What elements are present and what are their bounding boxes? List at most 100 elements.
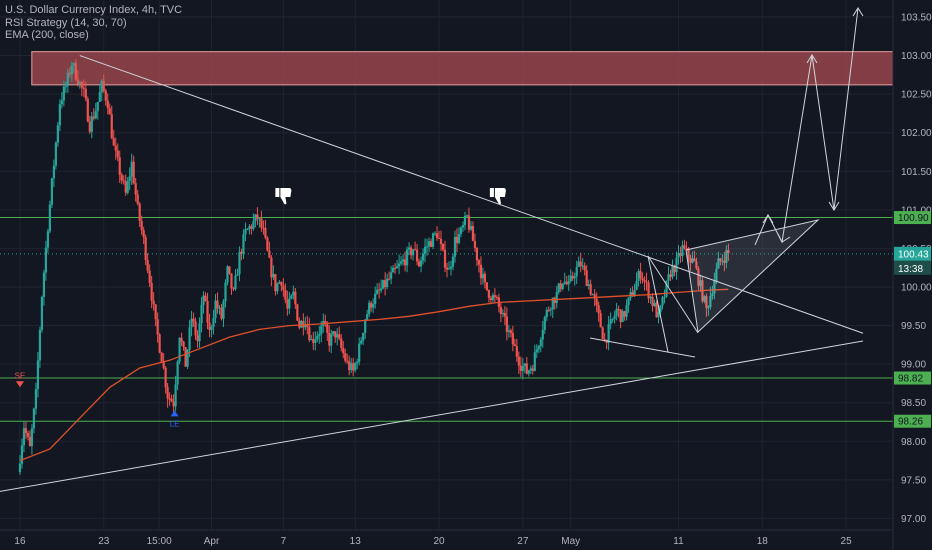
x-tick-label: 27 xyxy=(517,536,529,547)
y-tick-label: 103.50 xyxy=(901,12,932,23)
candle-body xyxy=(336,334,339,338)
candle-body xyxy=(637,271,640,281)
candle-body xyxy=(609,319,612,325)
candle-body xyxy=(415,249,419,262)
candle-body xyxy=(561,283,564,290)
level-price-tag xyxy=(894,414,931,428)
x-tick-label: 11 xyxy=(673,536,684,547)
x-tick-label: 7 xyxy=(281,536,287,547)
candle-body xyxy=(587,284,590,287)
candle-body xyxy=(218,307,221,309)
candle-body xyxy=(262,227,265,229)
candle-body xyxy=(340,338,343,348)
candle-body xyxy=(386,278,389,288)
candle-body xyxy=(272,274,275,278)
arrow-head xyxy=(777,233,791,243)
candle-body xyxy=(429,241,433,247)
candle-body xyxy=(50,178,53,205)
y-tick-label: 98.00 xyxy=(901,437,926,448)
candle-body xyxy=(224,282,227,302)
candle-body xyxy=(36,360,40,390)
candle-body xyxy=(545,309,548,318)
candle-body xyxy=(443,249,447,268)
symbol-title[interactable]: U.S. Dollar Currency Index, 4h, TVC xyxy=(5,4,183,16)
candle-body xyxy=(334,331,337,338)
time-scale xyxy=(0,530,932,550)
candle-body xyxy=(727,250,730,254)
candle-body xyxy=(390,272,393,279)
candle-body xyxy=(583,265,586,271)
candle-body xyxy=(88,121,91,132)
level-price-label: 100.90 xyxy=(898,213,929,224)
current-price-tag xyxy=(894,246,931,261)
candle-body xyxy=(62,86,65,101)
candle-body xyxy=(372,304,375,308)
candle-body xyxy=(447,268,451,270)
candle-body xyxy=(615,308,618,316)
candle-body xyxy=(98,92,101,102)
candle-body xyxy=(619,309,622,323)
candle-body xyxy=(258,218,261,220)
candle-body xyxy=(260,218,263,228)
candle-body xyxy=(298,320,301,328)
candle-body xyxy=(154,304,157,320)
candle-body xyxy=(457,233,461,243)
candle-body xyxy=(138,203,141,221)
candle-body xyxy=(549,309,552,311)
ema-label[interactable]: EMA (200, close) xyxy=(5,29,89,41)
candle-body xyxy=(92,116,95,119)
countdown-label: 13:38 xyxy=(898,264,923,275)
candle-body xyxy=(294,291,297,305)
candle-body xyxy=(507,330,510,332)
candle-body xyxy=(82,87,85,89)
rsi-strategy-label[interactable]: RSI Strategy (14, 30, 70) xyxy=(5,16,127,29)
candle-body xyxy=(46,231,49,248)
arrow-head xyxy=(762,214,774,224)
candle-body xyxy=(200,304,203,324)
candle-body xyxy=(60,100,63,105)
candle-body xyxy=(723,260,726,263)
candle-body xyxy=(242,234,245,254)
candle-body xyxy=(68,72,71,75)
candle-body xyxy=(308,326,311,341)
candle-body xyxy=(671,265,674,277)
candle-body xyxy=(699,280,702,286)
candle-body xyxy=(106,100,109,109)
candle-body xyxy=(715,268,718,282)
candle-body xyxy=(128,176,131,181)
candle-body xyxy=(22,428,26,446)
candle-body xyxy=(645,281,648,283)
wedge-drawing xyxy=(589,337,696,358)
candle-body xyxy=(585,270,588,287)
candle-body xyxy=(368,302,371,315)
candle-body xyxy=(501,312,504,314)
candle-body xyxy=(491,295,494,300)
candle-body xyxy=(621,311,624,323)
candle-body xyxy=(192,318,195,322)
candle-body xyxy=(709,295,712,308)
candle-body xyxy=(423,246,427,254)
candle-body xyxy=(274,274,277,292)
candle-body xyxy=(661,297,664,306)
candle-body xyxy=(210,327,213,330)
candle-body xyxy=(703,296,706,302)
candle-body xyxy=(288,298,291,309)
candle-body xyxy=(639,271,642,279)
candle-body xyxy=(471,226,475,241)
y-tick-label: 102.50 xyxy=(901,90,932,101)
candle-body xyxy=(316,335,319,340)
signal-marker xyxy=(170,410,179,417)
candle-body xyxy=(439,238,443,244)
candle-body xyxy=(535,349,538,353)
candle-body xyxy=(597,305,600,314)
candle-body xyxy=(417,261,421,267)
candle-body xyxy=(142,230,145,238)
candle-body xyxy=(711,293,714,296)
y-tick-label: 100.00 xyxy=(901,282,932,293)
candle-body xyxy=(132,161,135,184)
candle-body xyxy=(96,101,99,112)
candle-body xyxy=(643,280,646,282)
candle-body xyxy=(623,311,626,317)
candle-body xyxy=(72,63,75,66)
